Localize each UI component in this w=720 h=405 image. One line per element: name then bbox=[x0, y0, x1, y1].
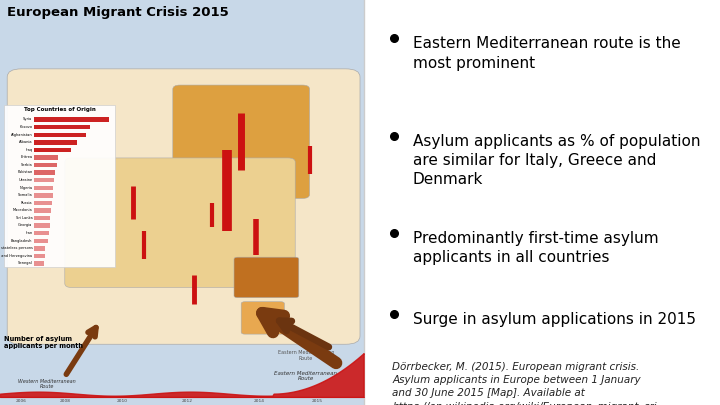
Text: Iraq: Iraq bbox=[25, 148, 32, 152]
Text: Predominantly first-time asylum
applicants in all countries: Predominantly first-time asylum applican… bbox=[413, 231, 658, 265]
FancyBboxPatch shape bbox=[34, 216, 50, 220]
FancyBboxPatch shape bbox=[7, 69, 360, 344]
FancyBboxPatch shape bbox=[34, 261, 44, 266]
Text: 2010: 2010 bbox=[117, 399, 128, 403]
FancyBboxPatch shape bbox=[34, 148, 71, 152]
Text: Syria: Syria bbox=[23, 117, 32, 121]
FancyBboxPatch shape bbox=[34, 155, 58, 160]
Text: Dörrbecker, M. (2015). European migrant crisis.
Asylum applicants in Europe betw: Dörrbecker, M. (2015). European migrant … bbox=[392, 362, 657, 405]
Text: Somalia: Somalia bbox=[18, 193, 32, 197]
Text: Afghanistan: Afghanistan bbox=[11, 132, 32, 136]
Text: Top Countries of Origin: Top Countries of Origin bbox=[24, 107, 95, 112]
FancyBboxPatch shape bbox=[34, 163, 57, 167]
FancyBboxPatch shape bbox=[34, 224, 50, 228]
FancyBboxPatch shape bbox=[34, 178, 54, 182]
Text: Number of asylum
applicants per month: Number of asylum applicants per month bbox=[4, 336, 83, 349]
Text: Nigeria: Nigeria bbox=[19, 185, 32, 190]
FancyBboxPatch shape bbox=[173, 85, 310, 198]
Text: Serbia: Serbia bbox=[21, 163, 32, 167]
Text: Bosnia and Herzegovina: Bosnia and Herzegovina bbox=[0, 254, 32, 258]
FancyBboxPatch shape bbox=[34, 201, 52, 205]
Text: Eastern Mediterranean route is the
most prominent: Eastern Mediterranean route is the most … bbox=[413, 36, 680, 70]
Text: Eastern Mediterranean
Route: Eastern Mediterranean Route bbox=[274, 371, 338, 382]
FancyBboxPatch shape bbox=[34, 231, 49, 235]
Text: 2008: 2008 bbox=[59, 399, 71, 403]
FancyBboxPatch shape bbox=[34, 239, 48, 243]
FancyBboxPatch shape bbox=[34, 193, 53, 198]
Text: Georgia: Georgia bbox=[18, 224, 32, 228]
FancyBboxPatch shape bbox=[34, 254, 45, 258]
Text: Asylum applicants as % of population
are similar for Italy, Greece and
Denmark: Asylum applicants as % of population are… bbox=[413, 134, 700, 187]
Text: Pakistan: Pakistan bbox=[17, 171, 32, 175]
Text: stateless persons: stateless persons bbox=[1, 246, 32, 250]
Text: Iran: Iran bbox=[25, 231, 32, 235]
Text: Eastern Mediterranean
Route: Eastern Mediterranean Route bbox=[278, 350, 334, 361]
Text: Macedonia: Macedonia bbox=[13, 208, 32, 212]
FancyBboxPatch shape bbox=[34, 246, 45, 251]
Text: Ukraine: Ukraine bbox=[18, 178, 32, 182]
FancyBboxPatch shape bbox=[241, 302, 284, 334]
Text: 2006: 2006 bbox=[16, 399, 27, 403]
Text: 2015: 2015 bbox=[311, 399, 323, 403]
Text: Bangladesh: Bangladesh bbox=[11, 239, 32, 243]
Text: Kosovo: Kosovo bbox=[19, 125, 32, 129]
FancyBboxPatch shape bbox=[0, 0, 364, 405]
FancyBboxPatch shape bbox=[34, 125, 90, 130]
Text: 2014: 2014 bbox=[253, 399, 265, 403]
Text: Albania: Albania bbox=[19, 140, 32, 144]
Text: Western Mediterranean
Route: Western Mediterranean Route bbox=[18, 379, 76, 390]
Text: Sri Lanka: Sri Lanka bbox=[16, 216, 32, 220]
FancyBboxPatch shape bbox=[34, 117, 109, 122]
Text: European Migrant Crisis 2015: European Migrant Crisis 2015 bbox=[7, 6, 229, 19]
FancyBboxPatch shape bbox=[34, 171, 55, 175]
Text: Russia: Russia bbox=[21, 201, 32, 205]
FancyBboxPatch shape bbox=[34, 185, 53, 190]
Text: Surge in asylum applications in 2015: Surge in asylum applications in 2015 bbox=[413, 312, 696, 327]
FancyBboxPatch shape bbox=[34, 208, 51, 213]
Text: Senegal: Senegal bbox=[18, 261, 32, 265]
FancyBboxPatch shape bbox=[34, 140, 77, 145]
FancyBboxPatch shape bbox=[234, 257, 299, 298]
Text: 2012: 2012 bbox=[181, 399, 193, 403]
FancyBboxPatch shape bbox=[65, 158, 295, 288]
FancyBboxPatch shape bbox=[34, 132, 86, 137]
FancyBboxPatch shape bbox=[4, 105, 115, 267]
Text: Eritrea: Eritrea bbox=[20, 155, 32, 159]
